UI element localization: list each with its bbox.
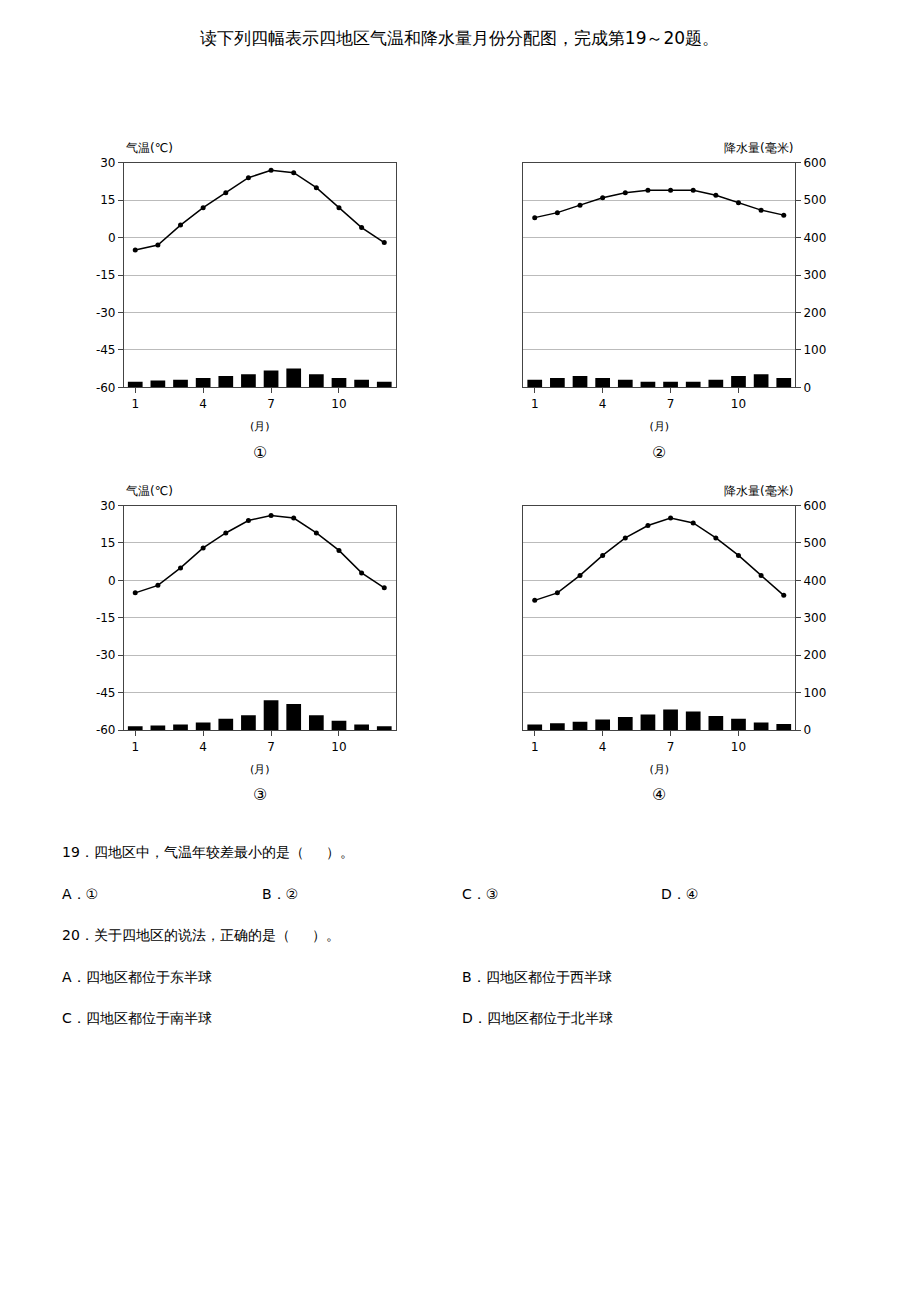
svg-text:500: 500 bbox=[803, 193, 826, 207]
svg-text:①: ① bbox=[253, 443, 267, 462]
svg-text:0: 0 bbox=[803, 381, 811, 395]
svg-text:7: 7 bbox=[667, 397, 675, 411]
svg-text:降水量(毫米): 降水量(毫米) bbox=[724, 141, 793, 155]
svg-text:-60: -60 bbox=[96, 381, 116, 395]
svg-text:20．关于四地区的说法，正确的是（ ）。: 20．关于四地区的说法，正确的是（ ）。 bbox=[62, 927, 340, 943]
svg-text:600: 600 bbox=[803, 499, 826, 513]
svg-text:(月): (月) bbox=[250, 763, 270, 776]
svg-text:气温(℃): 气温(℃) bbox=[126, 141, 173, 155]
svg-text:-15: -15 bbox=[96, 611, 116, 625]
svg-text:500: 500 bbox=[803, 536, 826, 550]
svg-text:0: 0 bbox=[108, 231, 116, 245]
svg-text:30: 30 bbox=[100, 499, 115, 513]
svg-text:(月): (月) bbox=[649, 763, 669, 776]
svg-text:200: 200 bbox=[803, 306, 826, 320]
svg-text:400: 400 bbox=[803, 231, 826, 245]
svg-text:气温(℃): 气温(℃) bbox=[126, 484, 173, 498]
svg-text:降水量(毫米): 降水量(毫米) bbox=[724, 484, 793, 498]
svg-text:4: 4 bbox=[199, 740, 207, 754]
svg-text:300: 300 bbox=[803, 268, 826, 282]
svg-text:200: 200 bbox=[803, 648, 826, 662]
svg-text:(月): (月) bbox=[250, 420, 270, 433]
svg-text:读下列四幅表示四地区气温和降水量月份分配图，完成第19～20: 读下列四幅表示四地区气温和降水量月份分配图，完成第19～20题。 bbox=[200, 28, 719, 48]
svg-text:600: 600 bbox=[803, 156, 826, 170]
svg-text:D．④: D．④ bbox=[661, 886, 698, 902]
svg-text:④: ④ bbox=[652, 785, 666, 804]
svg-text:-45: -45 bbox=[96, 343, 116, 357]
svg-text:19．四地区中，气温年较差最小的是（ ）。: 19．四地区中，气温年较差最小的是（ ）。 bbox=[62, 844, 354, 860]
svg-text:(月): (月) bbox=[649, 420, 669, 433]
svg-text:③: ③ bbox=[253, 785, 267, 804]
svg-text:-15: -15 bbox=[96, 268, 116, 282]
svg-text:-45: -45 bbox=[96, 686, 116, 700]
svg-text:15: 15 bbox=[100, 193, 115, 207]
svg-text:1: 1 bbox=[131, 740, 139, 754]
svg-text:1: 1 bbox=[531, 740, 539, 754]
svg-text:7: 7 bbox=[667, 740, 675, 754]
svg-text:C．③: C．③ bbox=[462, 886, 498, 902]
svg-text:D．四地区都位于北半球: D．四地区都位于北半球 bbox=[462, 1010, 613, 1026]
svg-text:A．四地区都位于东半球: A．四地区都位于东半球 bbox=[62, 969, 212, 985]
svg-text:400: 400 bbox=[803, 574, 826, 588]
svg-text:10: 10 bbox=[731, 397, 746, 411]
svg-text:100: 100 bbox=[803, 686, 826, 700]
svg-text:-30: -30 bbox=[96, 648, 116, 662]
svg-text:0: 0 bbox=[803, 723, 811, 737]
svg-text:10: 10 bbox=[731, 740, 746, 754]
svg-text:0: 0 bbox=[108, 574, 116, 588]
svg-text:15: 15 bbox=[100, 536, 115, 550]
svg-text:7: 7 bbox=[267, 397, 275, 411]
svg-text:B．四地区都位于西半球: B．四地区都位于西半球 bbox=[462, 969, 612, 985]
svg-text:1: 1 bbox=[531, 397, 539, 411]
svg-text:-30: -30 bbox=[96, 306, 116, 320]
svg-text:-60: -60 bbox=[96, 723, 116, 737]
svg-text:A．①: A．① bbox=[62, 886, 98, 902]
svg-text:4: 4 bbox=[199, 397, 207, 411]
svg-text:1: 1 bbox=[131, 397, 139, 411]
svg-text:30: 30 bbox=[100, 156, 115, 170]
svg-text:4: 4 bbox=[599, 740, 607, 754]
svg-text:②: ② bbox=[652, 443, 666, 462]
svg-text:100: 100 bbox=[803, 343, 826, 357]
svg-text:7: 7 bbox=[267, 740, 275, 754]
svg-text:C．四地区都位于南半球: C．四地区都位于南半球 bbox=[62, 1010, 212, 1026]
svg-text:10: 10 bbox=[331, 740, 346, 754]
svg-text:4: 4 bbox=[599, 397, 607, 411]
svg-text:B．②: B．② bbox=[262, 886, 298, 902]
svg-text:300: 300 bbox=[803, 611, 826, 625]
svg-text:10: 10 bbox=[331, 397, 346, 411]
